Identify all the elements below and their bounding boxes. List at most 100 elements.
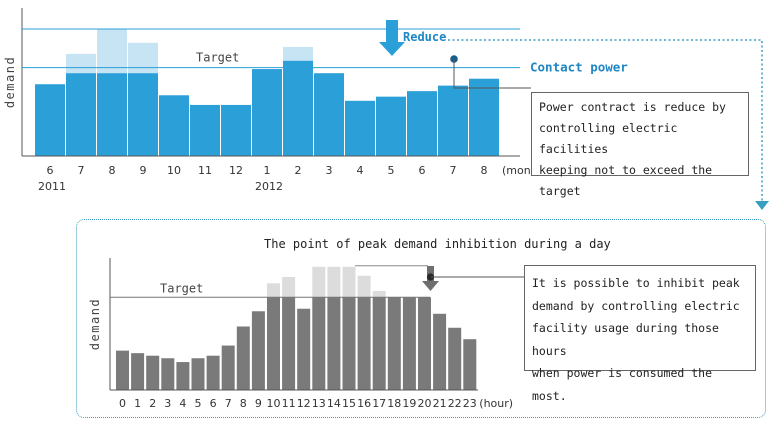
daily-panel	[76, 219, 766, 418]
monthly-bar	[221, 104, 251, 156]
bottom-note-line-1: It is possible to inhibit peak	[532, 276, 740, 290]
monthly-bar	[345, 100, 375, 156]
hourly-tick-label: 14	[327, 397, 341, 410]
top-note-line-1: Power contract is reduce by	[539, 100, 726, 114]
hourly-excess-bar	[282, 276, 296, 298]
hourly-tick-label: 4	[179, 397, 186, 410]
monthly-bar	[469, 78, 499, 156]
monthly-tick-label: 4	[357, 164, 364, 177]
hourly-bar	[327, 297, 341, 390]
hourly-tick-label: 15	[342, 397, 356, 410]
top-note-leader	[453, 59, 531, 89]
monthly-tick-label: 10	[167, 164, 181, 177]
hourly-tick-label: 7	[225, 397, 232, 410]
monthly-excess-bar	[66, 53, 96, 74]
monthly-tick-label: 2	[295, 164, 302, 177]
bottom-note-line-3: facility usage during those hours	[532, 321, 719, 358]
top-note-line-3: keeping not to exceed the target	[539, 163, 713, 198]
hourly-bar	[146, 355, 160, 390]
monthly-excess-bar	[97, 29, 127, 74]
reduce-label: Reduce	[403, 30, 446, 44]
bottom-note-line-4: when power is consumed the most.	[532, 366, 713, 403]
monthly-tick-label: 6	[47, 164, 54, 177]
hourly-tick-label: 3	[164, 397, 171, 410]
hourly-bar	[282, 297, 296, 390]
monthly-tick-label: 9	[140, 164, 147, 177]
hourly-excess-bar	[267, 283, 280, 298]
hourly-tick-label: 12	[297, 397, 311, 410]
monthly-tick-label: 8	[481, 164, 488, 177]
hourly-bar	[116, 350, 129, 390]
hourly-bar	[251, 311, 265, 390]
hourly-bar	[312, 297, 326, 390]
monthly-tick-label: 12	[229, 164, 243, 177]
monthly-bar	[283, 60, 313, 156]
hourly-tick-label: 0	[119, 397, 126, 410]
hourly-tick-label: 13	[312, 397, 326, 410]
bottom-note-line-2: demand by controlling electric	[532, 298, 740, 313]
top-note-line-2: controlling electric facilities	[539, 121, 678, 156]
hourly-bar	[131, 353, 145, 390]
hourly-tick-label: 19	[402, 397, 416, 410]
hourly-bar	[463, 339, 477, 390]
hourly-bar	[206, 355, 220, 390]
hourly-tick-label: 21	[433, 397, 447, 410]
monthly-bar	[128, 73, 158, 156]
reduce-leader-line	[448, 39, 763, 204]
hourly-tick-label: 16	[357, 397, 371, 410]
daily-chart-title: The point of peak demand inhibition duri…	[264, 237, 611, 251]
monthly-bar	[376, 96, 406, 156]
monthly-bar	[35, 84, 65, 156]
top-note-box: Power contract is reduce by controlling …	[531, 92, 749, 198]
hourly-bar	[418, 297, 431, 390]
monthly-excess-bar	[283, 46, 313, 61]
hourly-tick-label: 6	[210, 397, 217, 410]
hourly-bar	[267, 297, 280, 390]
hourly-bar	[372, 297, 386, 390]
monthly-tick-label: 1	[264, 164, 271, 177]
hourly-tick-label: 8	[240, 397, 247, 410]
monthly-y-label: demand	[3, 56, 17, 108]
monthly-tick-label: 7	[78, 164, 85, 177]
year-label: 2011	[38, 180, 66, 193]
hourly-tick-label: 20	[418, 397, 432, 410]
hourly-bar	[342, 297, 356, 390]
hourly-tick-label: 17	[372, 397, 386, 410]
hourly-tick-label: 10	[267, 397, 281, 410]
hourly-bar	[236, 326, 250, 390]
hourly-excess-bar	[357, 275, 371, 298]
daily-target-label: Target	[160, 281, 203, 295]
bottom-marker-dot	[426, 273, 435, 281]
monthly-bar	[407, 91, 437, 156]
hourly-bar	[161, 358, 175, 390]
monthly-tick-label: 3	[326, 164, 333, 177]
hourly-bar	[297, 308, 311, 390]
hourly-tick-label: 1	[134, 397, 141, 410]
bottom-note-box: It is possible to inhibit peak demand by…	[524, 265, 756, 403]
hourly-excess-bar	[342, 266, 356, 298]
monthly-bar	[314, 73, 344, 156]
hourly-excess-bar	[372, 290, 386, 298]
monthly-tick-label: 11	[198, 164, 212, 177]
contract-power-label: Contact power	[530, 60, 628, 75]
hourly-bar	[191, 358, 205, 390]
hourly-tick-label: 22	[448, 397, 462, 410]
year-label: 2012	[255, 180, 283, 193]
hourly-bar	[357, 297, 371, 390]
target-label: Target	[196, 51, 239, 65]
hourly-tick-label: 5	[195, 397, 202, 410]
hourly-y-label: demand	[88, 298, 102, 350]
hourly-bar	[433, 313, 447, 390]
monthly-tick-label: 7	[450, 164, 457, 177]
monthly-bar	[159, 95, 189, 156]
hourly-tick-label: 18	[387, 397, 401, 410]
hourly-tick-label: 23	[463, 397, 477, 410]
monthly-tick-label: 5	[388, 164, 395, 177]
hourly-excess-bar	[312, 266, 326, 298]
monthly-bar	[190, 104, 220, 156]
hourly-bar	[402, 297, 416, 390]
monthly-tick-label: 6	[419, 164, 426, 177]
hourly-excess-bar	[327, 266, 341, 298]
hourly-bar	[176, 362, 190, 390]
monthly-excess-bar	[128, 42, 158, 74]
